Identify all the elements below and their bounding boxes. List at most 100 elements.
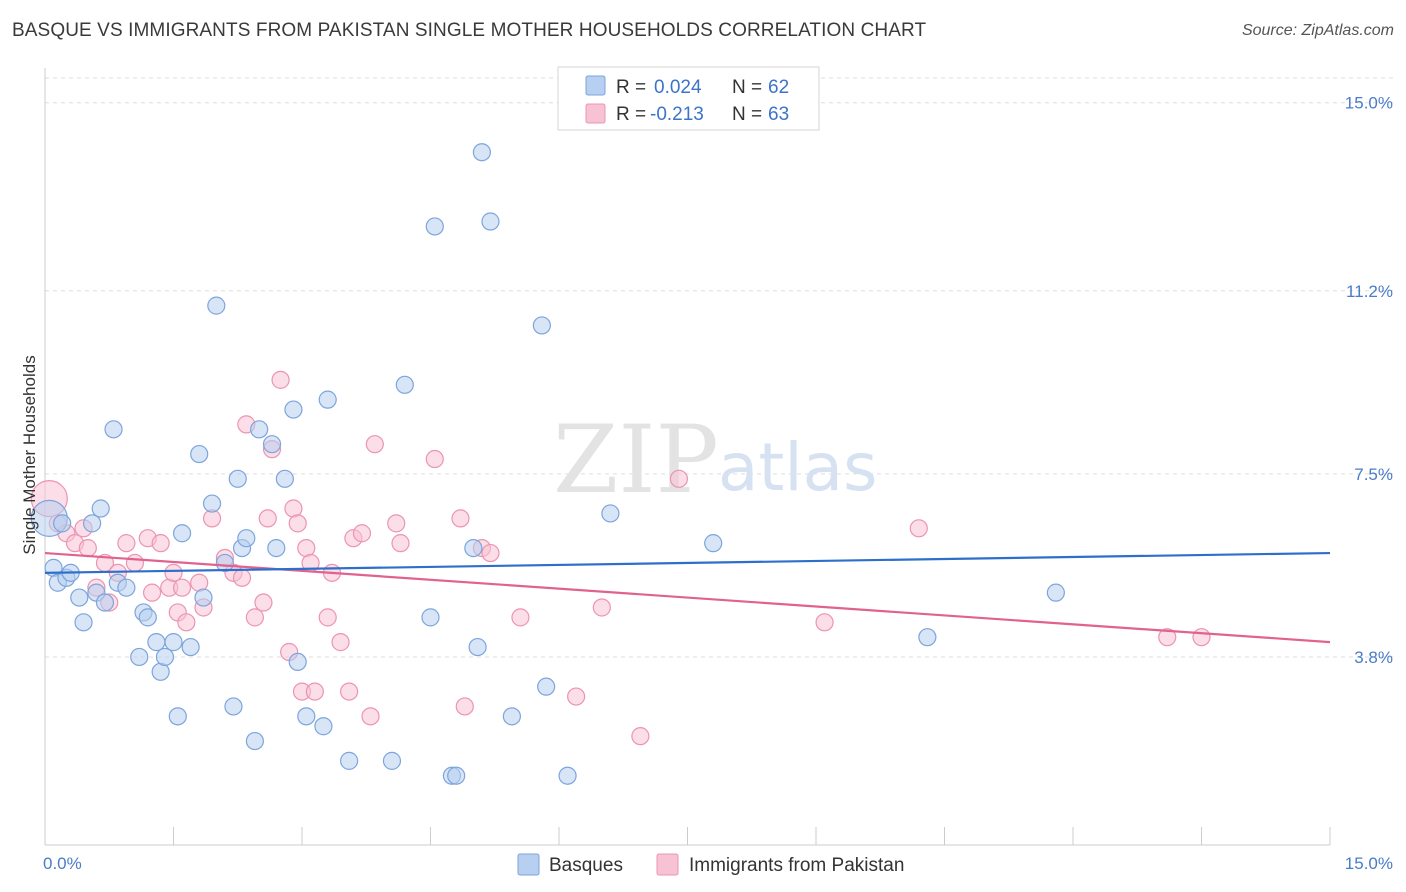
watermark-zip: ZIP	[553, 406, 719, 515]
pakistan-point	[78, 538, 97, 558]
basque-point	[138, 608, 157, 627]
basque-point	[447, 766, 466, 785]
basque-point	[237, 529, 256, 548]
basque-point	[297, 707, 316, 726]
pakistan-point	[352, 524, 372, 543]
basque-point	[532, 316, 551, 335]
pakistan-point	[151, 534, 170, 553]
basque-point	[164, 633, 183, 652]
legend-r-value: 0.024	[654, 77, 702, 98]
basque-point	[53, 514, 72, 533]
source-label: Source: ZipAtlas.com	[1241, 22, 1394, 39]
basque-point	[190, 444, 209, 464]
basque-point	[314, 717, 333, 736]
basque-point	[262, 435, 282, 454]
legend-swatch-pakistan	[585, 103, 606, 124]
legend-swatch-basques	[585, 75, 606, 96]
basque-point	[340, 751, 359, 770]
basque-point	[421, 608, 440, 627]
basque-point	[250, 420, 269, 439]
basque-point	[481, 212, 500, 231]
basque-point	[147, 633, 166, 652]
pakistan-point	[117, 534, 136, 553]
basque-point	[194, 588, 213, 607]
basque-point	[70, 588, 89, 607]
pakistan-point	[288, 514, 307, 533]
pakistan-point	[451, 509, 470, 528]
pakistan-point	[481, 543, 500, 563]
axes	[44, 68, 1331, 846]
series-legend-basques: Basques	[549, 855, 623, 876]
basque-point	[181, 637, 200, 657]
basque-point	[74, 613, 93, 632]
series-legend-pakistan: Immigrants from Pakistan	[689, 855, 904, 876]
basque-point	[91, 499, 110, 518]
pakistan-point	[331, 633, 350, 652]
basque-point	[704, 534, 723, 553]
pakistan-point	[177, 613, 196, 632]
basque-point	[245, 731, 264, 751]
pakistan-point	[305, 682, 324, 701]
legend-r-label: R =	[616, 104, 646, 125]
watermark: ZIP atlas	[553, 406, 878, 515]
pakistan-point	[271, 370, 290, 389]
pakistan-point	[340, 682, 359, 701]
basque-point	[95, 593, 115, 612]
basque-points	[30, 143, 1065, 785]
pakistan-point	[254, 593, 273, 612]
pakistan-point	[511, 608, 530, 627]
basque-point	[472, 143, 491, 162]
basque-point	[558, 766, 577, 785]
y-tick-label: 15.0%	[1345, 94, 1393, 113]
basque-point	[288, 652, 307, 672]
basque-point	[502, 707, 521, 726]
legend-n-value: 63	[768, 104, 789, 125]
y-tick-labels: 3.8% 7.5% 11.2% 15.0%	[1345, 94, 1393, 667]
pakistan-point	[125, 553, 145, 573]
basque-point	[104, 420, 123, 439]
basque-point	[537, 677, 556, 696]
series-legend: Basques Immigrants from Pakistan	[517, 853, 904, 876]
stats-legend: R = 0.024 N = 62 R = -0.213 N = 63	[557, 66, 820, 131]
series-legend-swatch-basques	[517, 853, 540, 876]
legend-r-value: -0.213	[650, 104, 704, 125]
y-tick-label: 3.8%	[1354, 648, 1393, 667]
pakistan-point	[567, 687, 586, 706]
basque-point	[207, 296, 226, 315]
basque-point	[228, 469, 247, 488]
pakistan-point	[258, 509, 277, 528]
basque-point	[215, 553, 234, 573]
basque-point	[168, 707, 187, 726]
basque-point	[172, 524, 192, 543]
legend-r-label: R =	[616, 77, 646, 98]
pakistan-point	[391, 534, 410, 553]
pakistan-point	[365, 435, 384, 454]
basque-point	[318, 390, 337, 409]
legend-n-label: N =	[732, 77, 762, 98]
watermark-atlas: atlas	[718, 429, 878, 506]
basque-point	[284, 400, 303, 419]
pakistan-point	[245, 608, 264, 627]
basque-point	[117, 578, 136, 597]
pakistan-point	[815, 613, 834, 632]
basque-point	[425, 217, 444, 236]
x-tick-labels: 0.0% 15.0%	[43, 854, 1393, 873]
y-tick-label: 11.2%	[1346, 282, 1393, 301]
x-tick-label: 0.0%	[43, 854, 82, 873]
basque-point	[267, 538, 286, 558]
pakistan-point	[232, 568, 252, 587]
pakistan-point	[172, 578, 192, 597]
pakistan-point	[455, 697, 474, 716]
series-legend-swatch-pakistan	[656, 853, 679, 876]
pakistan-point	[361, 707, 380, 726]
basque-point	[918, 628, 937, 647]
pakistan-point	[164, 563, 183, 582]
legend-n-label: N =	[732, 104, 762, 125]
x-tick-label: 15.0%	[1345, 854, 1393, 873]
basque-point	[275, 469, 294, 488]
pakistan-point	[387, 514, 406, 533]
pakistan-point	[318, 608, 337, 627]
pakistan-point	[669, 469, 689, 488]
basque-point	[155, 647, 175, 667]
